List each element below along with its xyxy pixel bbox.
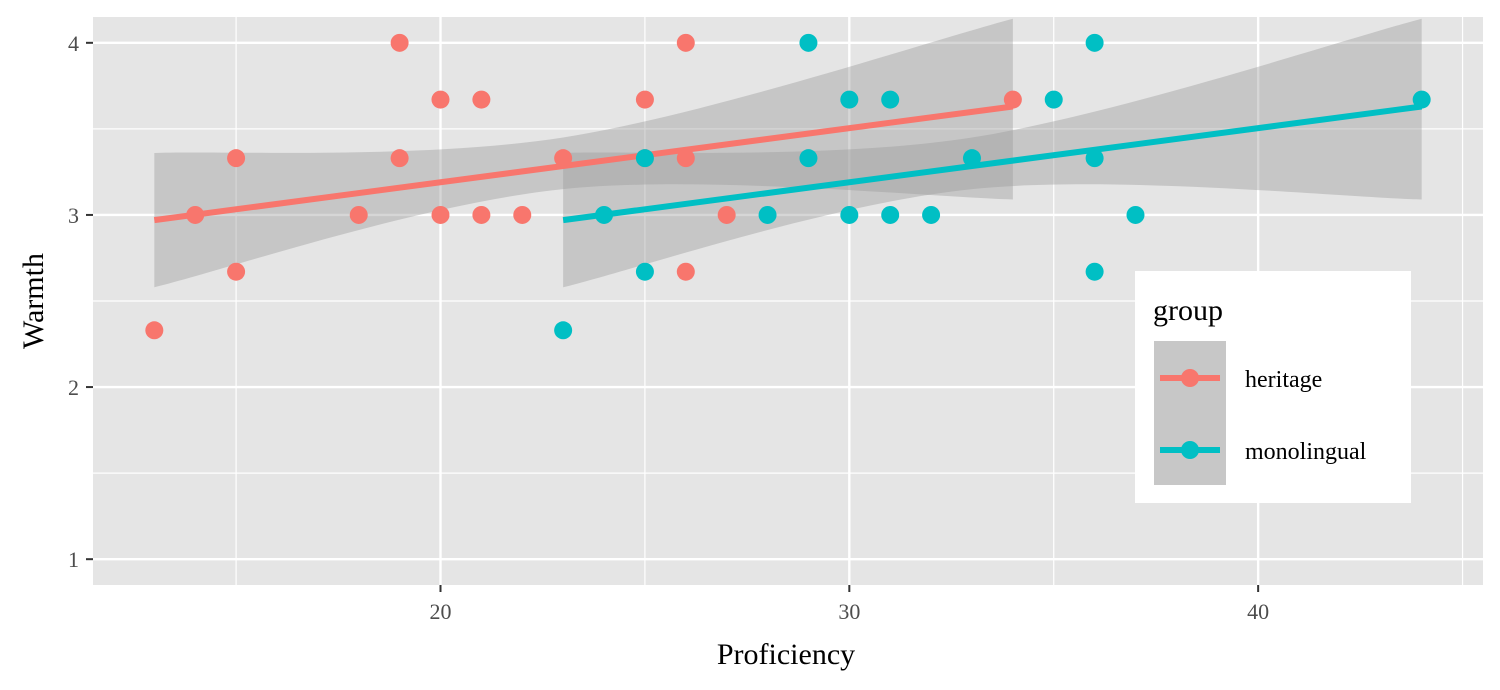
- point-heritage: [431, 205, 450, 224]
- point-monolingual: [758, 205, 777, 224]
- y-tick-label: 1: [68, 547, 79, 572]
- point-monolingual: [595, 205, 614, 224]
- x-tick-label: 40: [1247, 599, 1269, 624]
- y-axis-title: Warmth: [17, 253, 50, 349]
- point-monolingual: [922, 205, 941, 224]
- point-monolingual: [635, 149, 654, 168]
- point-heritage: [145, 321, 164, 340]
- fit-lines: [153, 103, 1423, 224]
- point-heritage: [227, 149, 246, 168]
- legend-key-point-monolingual: [1181, 441, 1199, 459]
- point-heritage: [349, 205, 368, 224]
- point-heritage: [676, 149, 695, 168]
- legend-label-heritage: heritage: [1245, 367, 1322, 393]
- data-points: [145, 33, 1431, 340]
- y-tick-label: 4: [68, 31, 79, 56]
- point-monolingual: [1085, 33, 1104, 52]
- point-monolingual: [1085, 149, 1104, 168]
- axis-ticks: 20 30 40 1 2 3 4: [68, 31, 1269, 624]
- x-tick-label: 20: [430, 599, 452, 624]
- point-heritage: [513, 205, 532, 224]
- point-monolingual: [799, 33, 818, 52]
- confidence-bands: [154, 18, 1422, 288]
- y-tick-label: 2: [68, 375, 79, 400]
- point-heritage: [717, 205, 736, 224]
- y-tick-label: 3: [68, 203, 79, 228]
- legend-key-background: [1154, 341, 1226, 485]
- point-monolingual: [1126, 205, 1145, 224]
- point-monolingual: [554, 321, 573, 340]
- point-heritage: [676, 33, 695, 52]
- fit-line-monolingual: [562, 103, 1423, 224]
- point-heritage: [1003, 90, 1022, 109]
- legend-key-point-heritage: [1181, 369, 1199, 387]
- ci-band-monolingual: [563, 18, 1422, 288]
- legend-title: group: [1153, 294, 1223, 327]
- point-monolingual: [840, 90, 859, 109]
- legend-keys: heritage monolingual: [1154, 341, 1367, 485]
- point-heritage: [676, 262, 695, 281]
- point-monolingual: [799, 149, 818, 168]
- point-heritage: [472, 205, 491, 224]
- ci-band-heritage: [154, 18, 1013, 288]
- point-monolingual: [1044, 90, 1063, 109]
- point-heritage: [227, 262, 246, 281]
- point-heritage: [431, 90, 450, 109]
- x-axis-title: Proficiency: [717, 638, 855, 671]
- fit-line-heritage: [153, 103, 1014, 224]
- legend-label-monolingual: monolingual: [1245, 439, 1367, 465]
- point-heritage: [554, 149, 573, 168]
- point-heritage: [390, 149, 409, 168]
- point-heritage: [186, 205, 205, 224]
- legend: group heritage monolingual: [1135, 271, 1411, 503]
- point-monolingual: [635, 262, 654, 281]
- point-monolingual: [881, 205, 900, 224]
- point-monolingual: [1412, 90, 1431, 109]
- point-monolingual: [1085, 262, 1104, 281]
- point-heritage: [390, 33, 409, 52]
- x-tick-label: 30: [838, 599, 860, 624]
- point-heritage: [472, 90, 491, 109]
- point-heritage: [635, 90, 654, 109]
- point-monolingual: [840, 205, 859, 224]
- point-monolingual: [881, 90, 900, 109]
- point-monolingual: [962, 149, 981, 168]
